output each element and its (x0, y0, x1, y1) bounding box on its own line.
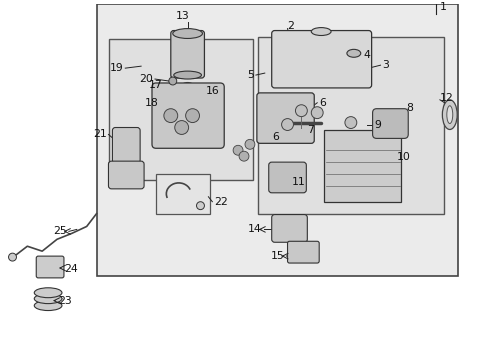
Bar (324, 130, 401, 202)
FancyBboxPatch shape (287, 241, 319, 263)
Ellipse shape (173, 71, 201, 79)
Text: 4: 4 (363, 50, 370, 60)
Circle shape (344, 117, 356, 129)
Text: 17: 17 (149, 80, 163, 90)
Text: 21: 21 (93, 130, 106, 139)
Text: 8: 8 (406, 103, 412, 113)
Circle shape (163, 109, 177, 122)
Ellipse shape (442, 100, 456, 130)
Text: 14: 14 (247, 224, 261, 234)
Circle shape (311, 107, 323, 118)
Text: 6: 6 (272, 132, 279, 143)
Bar (109, 40, 252, 180)
Text: 6: 6 (319, 98, 325, 108)
Text: 18: 18 (145, 98, 159, 108)
Text: 25: 25 (53, 226, 67, 237)
Ellipse shape (311, 28, 330, 36)
Text: 23: 23 (58, 296, 72, 306)
FancyBboxPatch shape (170, 31, 204, 78)
FancyBboxPatch shape (108, 161, 144, 189)
Text: 16: 16 (205, 86, 219, 96)
Text: 3: 3 (382, 60, 388, 70)
Circle shape (244, 139, 254, 149)
FancyBboxPatch shape (36, 256, 64, 278)
Circle shape (196, 202, 204, 210)
Circle shape (233, 145, 243, 155)
Text: 20: 20 (139, 74, 153, 84)
Text: 2: 2 (287, 21, 294, 31)
Text: 12: 12 (439, 93, 453, 103)
Circle shape (174, 121, 188, 134)
Circle shape (295, 105, 306, 117)
Ellipse shape (446, 106, 452, 123)
FancyBboxPatch shape (271, 215, 306, 242)
Circle shape (168, 77, 176, 85)
Text: 5: 5 (246, 70, 253, 80)
FancyBboxPatch shape (256, 93, 314, 143)
Text: 24: 24 (64, 264, 78, 274)
Ellipse shape (34, 288, 62, 298)
Text: 15: 15 (270, 251, 284, 261)
FancyBboxPatch shape (112, 127, 140, 163)
Text: 11: 11 (291, 177, 305, 187)
Text: 7: 7 (306, 126, 314, 135)
Circle shape (8, 253, 17, 261)
Ellipse shape (172, 28, 202, 39)
Bar (97, 4, 457, 276)
Text: 22: 22 (214, 197, 227, 207)
Ellipse shape (346, 49, 360, 57)
Circle shape (185, 109, 199, 122)
Text: 10: 10 (396, 152, 409, 162)
FancyBboxPatch shape (372, 109, 407, 138)
Ellipse shape (34, 294, 62, 303)
FancyBboxPatch shape (268, 162, 305, 193)
Bar (257, 37, 443, 213)
Text: 13: 13 (175, 11, 189, 21)
Circle shape (281, 118, 293, 130)
Text: 19: 19 (109, 63, 123, 73)
FancyBboxPatch shape (271, 31, 371, 88)
FancyBboxPatch shape (152, 83, 224, 148)
Text: 9: 9 (374, 120, 381, 130)
Bar (156, 174, 210, 213)
Ellipse shape (34, 301, 62, 311)
Text: 1: 1 (439, 2, 446, 12)
Circle shape (239, 151, 248, 161)
